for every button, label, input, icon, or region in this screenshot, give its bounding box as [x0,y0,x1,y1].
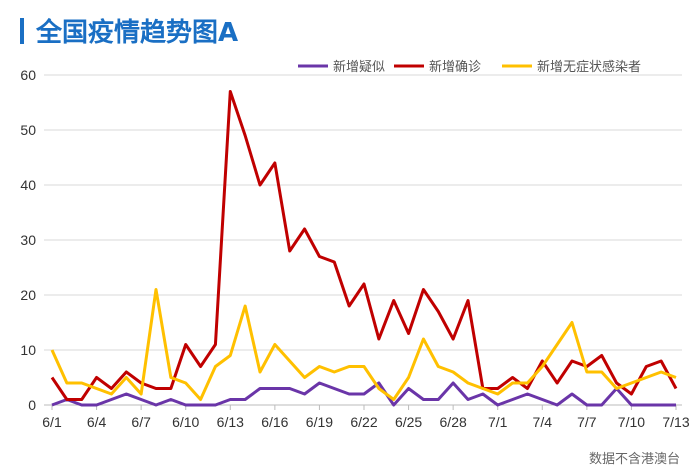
y-tick-label: 20 [20,287,36,303]
y-tick-label: 30 [20,232,36,248]
x-tick-label: 6/28 [440,414,467,430]
x-tick-label: 6/7 [131,414,151,430]
series-line-新增无症状感染者 [50,288,677,401]
y-tick-label: 60 [20,67,36,83]
x-tick-label: 6/16 [261,414,288,430]
series-line-新增确诊 [50,90,678,401]
chart-title-text: 全国疫情趋势图A [36,18,239,48]
y-tick-label: 10 [20,342,36,358]
legend-label: 新增疑似 [333,59,385,75]
chart-title: 全国疫情趋势图A [20,12,238,49]
data-note: 数据不含港澳台 [588,452,680,467]
x-tick-label: 6/1 [42,414,62,430]
x-tick-label: 6/22 [350,414,377,430]
x-tick-label: 7/13 [662,414,689,430]
legend-label: 新增确诊 [429,59,481,75]
x-tick-label: 6/10 [172,414,199,430]
x-tick-label: 6/4 [87,414,107,430]
x-tick-label: 7/10 [618,414,645,430]
y-tick-label: 50 [20,122,36,138]
series-line-新增疑似 [51,381,676,407]
x-tick-label: 7/1 [488,414,508,430]
x-tick-label: 7/4 [533,414,553,430]
title-accent-bar [20,17,24,44]
legend-label: 新增无症状感染者 [537,59,641,75]
x-tick-label: 7/7 [577,414,597,430]
y-tick-label: 0 [28,397,36,413]
x-tick-label: 6/19 [306,414,333,430]
x-tick-label: 6/13 [217,414,244,430]
y-tick-label: 40 [20,177,36,193]
x-tick-label: 6/25 [395,414,422,430]
